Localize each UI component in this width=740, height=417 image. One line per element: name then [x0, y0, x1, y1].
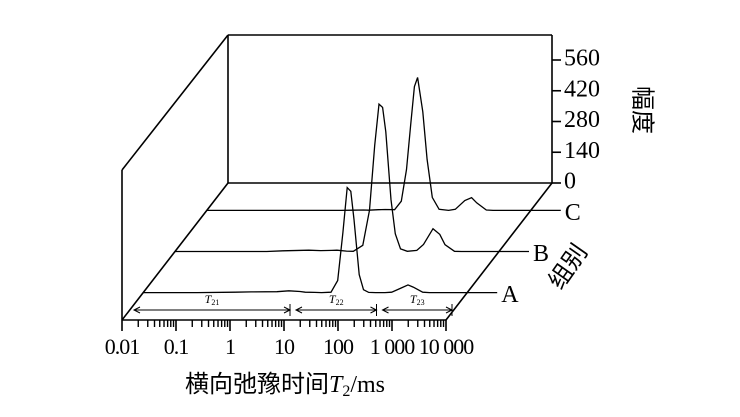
x-tick-label: 1 [225, 334, 235, 359]
x-label-symbol: T [329, 372, 344, 398]
arrow-head [132, 306, 141, 314]
y-tick-label: 140 [564, 138, 600, 164]
region-label: T23 [410, 292, 425, 307]
region-subscript: 23 [417, 298, 425, 307]
arrow-head [381, 306, 389, 314]
frame-edge [121, 34, 229, 171]
x-label-text: 横向弛豫时间 [185, 371, 329, 398]
x-tick-label: 100 [323, 334, 354, 359]
y-axis-label: 幅度 [628, 86, 655, 134]
region-symbol: T [205, 292, 213, 306]
x-label-unit: /ms [350, 372, 385, 398]
region: T23 [381, 292, 454, 316]
region-subscript: 22 [336, 298, 344, 307]
x-tick-label: 10 [274, 334, 295, 359]
y-tick-label: 0 [564, 169, 576, 195]
x-label-subscript: 2 [342, 383, 350, 400]
series-label: B [533, 241, 549, 267]
arrow-head [294, 306, 303, 314]
region-symbol: T [410, 292, 418, 306]
x-tick-label: 1 000 [370, 334, 416, 359]
z-axis-label: 组别 [544, 239, 594, 294]
region: T21 [132, 292, 292, 316]
region-symbol: T [329, 292, 337, 306]
region-subscript: 21 [211, 298, 219, 307]
x-axis-label: 横向弛豫时间T2/ms [185, 371, 385, 400]
region-label: T21 [205, 292, 220, 307]
series-line [175, 102, 499, 253]
frame [121, 34, 553, 321]
series-line [143, 186, 468, 294]
x-tick-label: 0.1 [164, 334, 189, 359]
y-tick-label: 280 [564, 107, 600, 133]
region: T22 [294, 292, 378, 316]
series-label: A [501, 282, 519, 308]
series-line [206, 77, 531, 212]
x-tick-label: 10 000 [419, 334, 475, 359]
series-label: C [565, 200, 581, 226]
y-tick-label: 420 [564, 76, 600, 102]
x-tick-label: 0.01 [105, 334, 140, 359]
region-label: T22 [329, 292, 344, 307]
y-tick-label: 560 [564, 46, 600, 72]
